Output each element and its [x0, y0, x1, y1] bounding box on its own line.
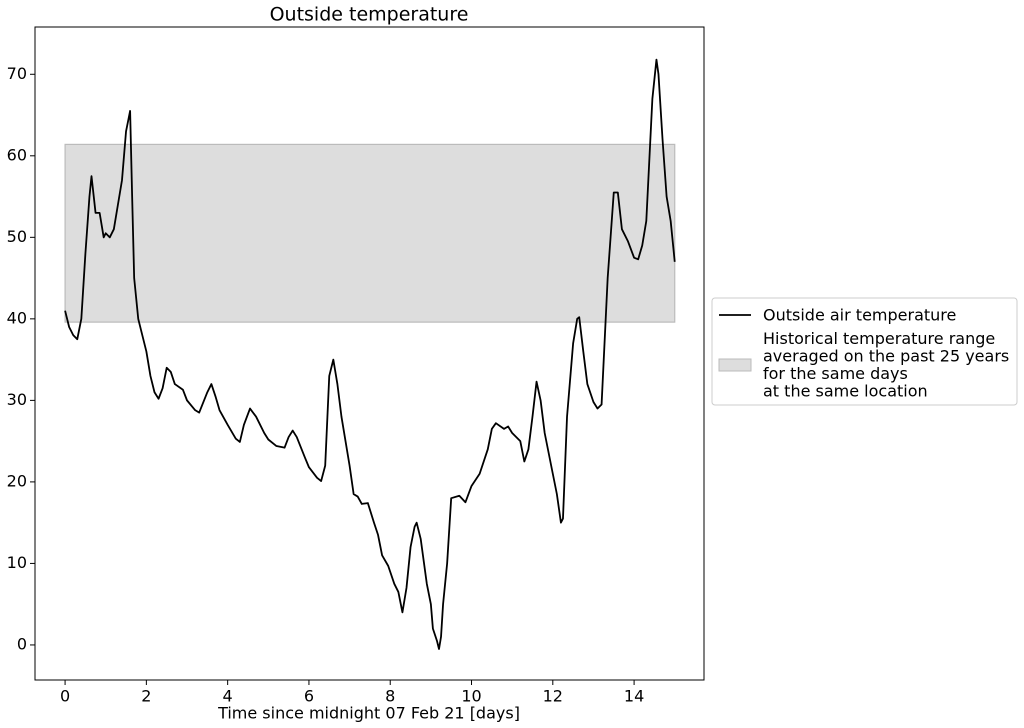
legend-label: Historical temperature range averaged on …	[763, 329, 1009, 401]
x-tick-label: 2	[141, 687, 151, 706]
x-tick-label: 0	[60, 687, 70, 706]
legend-label: Outside air temperature	[763, 306, 956, 325]
y-tick-label: 60	[7, 145, 27, 164]
legend-swatch	[718, 358, 752, 372]
x-axis-label: Time since midnight 07 Feb 21 [days]	[217, 704, 520, 723]
y-tick-label: 70	[7, 64, 27, 83]
x-tick-label: 6	[304, 687, 314, 706]
y-tick-label: 30	[7, 390, 27, 409]
y-tick-label: 50	[7, 227, 27, 246]
x-tick-label: 14	[624, 687, 644, 706]
y-tick-label: 0	[17, 634, 27, 653]
chart-title: Outside temperature	[270, 4, 469, 26]
x-tick-label: 10	[461, 687, 481, 706]
temperature-line	[64, 58, 676, 650]
legend-box	[711, 297, 1018, 406]
x-tick-label: 8	[385, 687, 395, 706]
legend: Outside air temperature Historical temper…	[711, 297, 1018, 406]
plot-frame	[34, 26, 705, 681]
x-tick-label: 12	[543, 687, 563, 706]
x-tick-label: 4	[223, 687, 233, 706]
y-tick-label: 40	[7, 308, 27, 327]
y-tick-label: 10	[7, 553, 27, 572]
y-tick-label: 20	[7, 471, 27, 490]
range-band	[64, 143, 676, 323]
